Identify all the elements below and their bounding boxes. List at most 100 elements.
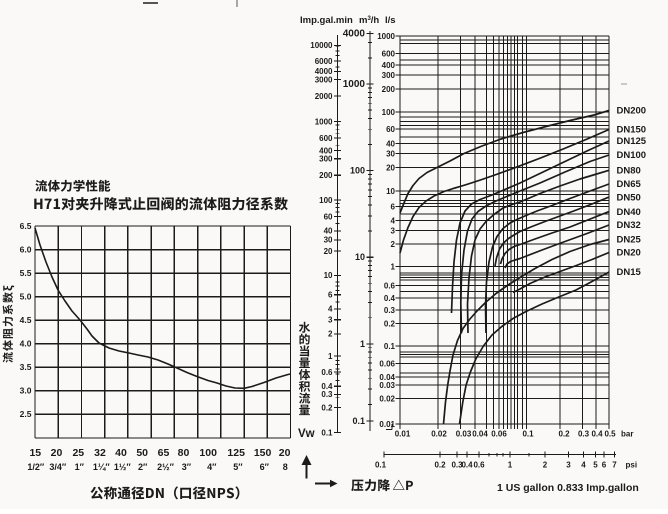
svg-text:m3/h: m3/h: [359, 15, 379, 26]
svg-text:60: 60: [386, 125, 395, 134]
svg-text:200: 200: [382, 85, 396, 94]
svg-text:0.5: 0.5: [604, 430, 616, 439]
svg-text:1: 1: [391, 262, 396, 271]
svg-text:3.0: 3.0: [20, 386, 32, 396]
svg-text:6.0: 6.0: [20, 244, 32, 254]
svg-text:100: 100: [319, 196, 333, 205]
svg-text:1000: 1000: [315, 117, 333, 126]
svg-text:30: 30: [386, 149, 395, 158]
svg-text:3.5: 3.5: [20, 362, 32, 372]
svg-text:65: 65: [158, 447, 170, 459]
svg-text:300: 300: [382, 71, 396, 80]
svg-text:0.3: 0.3: [578, 430, 590, 439]
svg-text:400: 400: [319, 146, 333, 155]
svg-text:40: 40: [386, 139, 395, 148]
svg-text:4: 4: [328, 305, 333, 314]
svg-text:0.2: 0.2: [384, 319, 396, 328]
svg-text:80: 80: [178, 447, 190, 459]
svg-text:600: 600: [319, 134, 333, 143]
svg-text:2.5: 2.5: [20, 409, 32, 419]
svg-text:0.1: 0.1: [384, 342, 396, 351]
svg-text:2: 2: [328, 330, 333, 339]
svg-text:4.0: 4.0: [20, 339, 32, 349]
svg-text:2: 2: [543, 461, 548, 470]
svg-text:0.6: 0.6: [473, 461, 485, 470]
svg-text:DN25: DN25: [617, 235, 642, 246]
svg-text:l/s: l/s: [385, 15, 396, 26]
svg-text:0.6: 0.6: [321, 368, 333, 377]
svg-text:Vw: Vw: [298, 428, 315, 440]
svg-text:300: 300: [319, 155, 333, 164]
svg-text:5″: 5″: [233, 462, 243, 472]
svg-text:DN20: DN20: [617, 248, 641, 259]
svg-text:25: 25: [72, 447, 84, 459]
svg-text:10: 10: [386, 187, 395, 196]
svg-text:6: 6: [602, 461, 607, 470]
svg-text:20: 20: [51, 447, 63, 459]
svg-text:3000: 3000: [315, 75, 333, 84]
svg-text:4000: 4000: [343, 29, 366, 40]
svg-text:0.3: 0.3: [451, 461, 463, 470]
svg-text:1/2″: 1/2″: [27, 462, 45, 472]
svg-text:1000: 1000: [343, 79, 366, 90]
svg-text:15: 15: [29, 447, 41, 459]
svg-text:1″: 1″: [75, 462, 85, 472]
svg-text:125: 125: [227, 447, 245, 459]
svg-text:600: 600: [382, 49, 396, 58]
svg-text:20: 20: [324, 247, 333, 256]
svg-text:4: 4: [391, 216, 396, 225]
svg-text:0.01: 0.01: [395, 430, 411, 439]
svg-text:0.02: 0.02: [431, 430, 447, 439]
svg-text:8: 8: [283, 462, 288, 472]
svg-text:DN200: DN200: [617, 106, 647, 117]
svg-text:0.1: 0.1: [321, 428, 333, 437]
svg-text:0.04: 0.04: [472, 430, 488, 439]
svg-text:0.1: 0.1: [352, 416, 365, 426]
svg-text:3: 3: [328, 316, 333, 325]
svg-text:0.1: 0.1: [375, 461, 387, 470]
svg-text:Imp.gal.min: Imp.gal.min: [300, 15, 353, 26]
svg-text:3″: 3″: [182, 462, 192, 472]
svg-text:6000: 6000: [315, 57, 333, 66]
svg-text:DN50: DN50: [617, 192, 641, 203]
svg-text:20: 20: [279, 447, 291, 459]
svg-text:0.2: 0.2: [434, 461, 446, 470]
svg-text:60: 60: [324, 212, 333, 221]
svg-text:0.4: 0.4: [591, 430, 603, 439]
svg-text:100: 100: [350, 166, 365, 176]
svg-text:2000: 2000: [315, 92, 333, 101]
svg-text:6″: 6″: [260, 462, 270, 472]
svg-text:DN15: DN15: [617, 267, 642, 278]
svg-text:0.4: 0.4: [461, 461, 473, 470]
svg-text:40: 40: [115, 447, 127, 459]
svg-text:1 US gallon 0.833 Imp.gallon: 1 US gallon 0.833 Imp.gallon: [497, 482, 639, 494]
svg-text:DN100: DN100: [617, 150, 647, 161]
svg-text:10000: 10000: [310, 41, 333, 50]
svg-text:DN125: DN125: [617, 136, 647, 147]
svg-text:100: 100: [382, 108, 396, 117]
svg-text:1½″: 1½″: [114, 462, 132, 472]
svg-text:6: 6: [328, 291, 333, 300]
svg-text:0.03: 0.03: [456, 430, 472, 439]
svg-text:50: 50: [136, 447, 148, 459]
svg-text:400: 400: [382, 61, 396, 70]
svg-text:0.1: 0.1: [522, 430, 534, 439]
svg-text:DN65: DN65: [617, 179, 642, 190]
svg-text:4.5: 4.5: [20, 315, 32, 325]
svg-text:0.03: 0.03: [379, 381, 395, 390]
svg-text:4: 4: [581, 461, 586, 470]
svg-text:1000: 1000: [377, 32, 395, 41]
svg-text:10: 10: [324, 271, 333, 280]
svg-text:0.6: 0.6: [384, 281, 396, 290]
svg-text:7: 7: [612, 461, 617, 470]
svg-text:40: 40: [324, 227, 333, 236]
svg-text:100: 100: [199, 447, 217, 459]
svg-text:DN80: DN80: [617, 166, 641, 177]
svg-text:6: 6: [391, 202, 396, 211]
svg-text:1: 1: [360, 339, 365, 349]
svg-text:DN150: DN150: [617, 125, 647, 136]
svg-text:6.5: 6.5: [20, 221, 32, 231]
svg-text:0.04: 0.04: [379, 373, 395, 382]
svg-text:3: 3: [391, 226, 396, 235]
svg-text:0.3: 0.3: [384, 306, 396, 315]
